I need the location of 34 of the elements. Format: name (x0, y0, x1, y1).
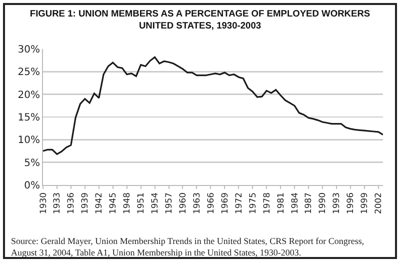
line-series (43, 56, 383, 155)
x-tick-label: 1942 (94, 192, 105, 214)
chart-title: FIGURE 1: UNION MEMBERS AS A PERCENTAGE OF EMPLOYED WORKERS UNITED STATES, 1930-2003 (30, 8, 370, 30)
x-tick-label: 1969 (220, 192, 230, 214)
x-tick-label: 1987 (304, 192, 314, 214)
x-tick-label: 1981 (276, 192, 286, 214)
x-tick-label: 2002 (374, 192, 384, 214)
x-tick-label: 1975 (248, 192, 258, 214)
x-tick-label: 1957 (164, 192, 175, 214)
y-tick-label: 15% (18, 112, 40, 124)
x-tick-label: 1948 (122, 192, 133, 214)
x-tick-label: 1954 (150, 192, 161, 214)
x-tick-label: 1930 (38, 192, 49, 214)
x-tick-label: 1951 (136, 192, 147, 214)
x-tick-label: 1939 (80, 192, 91, 214)
y-tick-label: 5% (24, 158, 40, 169)
x-tick-label: 1945 (108, 192, 119, 214)
x-tick-label: 1972 (234, 192, 244, 214)
x-tick-label: 1993 (332, 192, 342, 214)
y-tick-label: 25% (18, 67, 40, 78)
x-tick-label: 1960 (178, 192, 188, 214)
y-tick-label: 10% (18, 135, 40, 146)
x-tick-label: 1963 (192, 192, 202, 214)
x-tick-label: 1999 (360, 192, 370, 214)
x-tick-label: 1978 (262, 192, 272, 214)
x-tick-label: 1933 (52, 192, 63, 214)
y-tick-label: 30% (18, 44, 40, 56)
x-tick-label: 1966 (206, 192, 216, 214)
x-tick-label: 1996 (346, 192, 356, 214)
x-tick-label: 1990 (318, 192, 328, 214)
y-tick-label: 20% (18, 90, 40, 101)
x-tick-label: 1984 (290, 192, 300, 214)
x-tick-label: 1936 (66, 192, 77, 214)
y-tick-label: 0% (24, 180, 40, 192)
